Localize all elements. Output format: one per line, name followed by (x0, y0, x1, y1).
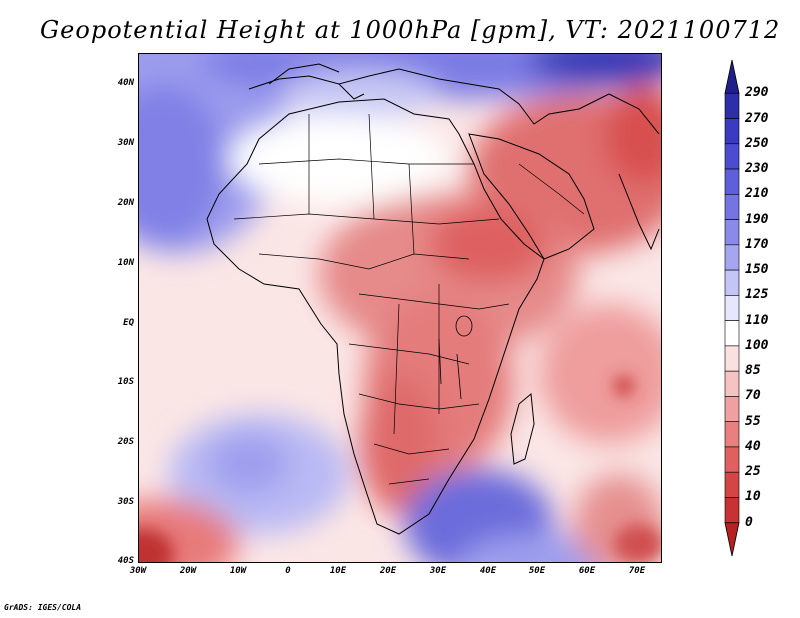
colorbar-label: 250 (745, 135, 769, 151)
colorbar-swatch (724, 269, 740, 296)
map-title: Geopotential Height at 1000hPa [gpm], VT… (40, 16, 781, 44)
credit-text: GrADS: IGES/COLA (4, 603, 82, 612)
lat-label-eq: EQ (123, 318, 134, 328)
colorbar-label: 40 (745, 438, 761, 454)
colorbar-label: 0 (745, 514, 753, 530)
lon-label-20e: 20E (379, 566, 397, 576)
lat-label-30s: 30S (117, 497, 134, 507)
lat-label-20s: 20S (117, 437, 134, 447)
lat-label-10s: 10S (117, 377, 134, 387)
lat-label-40s: 40S (117, 556, 134, 566)
colorbar-swatch (724, 118, 740, 145)
colorbar-swatch (724, 143, 740, 170)
colorbar-label: 125 (745, 287, 769, 303)
lon-label-70e: 70E (628, 566, 646, 576)
colorbar-swatch (724, 446, 740, 473)
colorbar-label: 230 (745, 161, 769, 177)
country-borders (233, 113, 585, 485)
colorbar-label: 210 (745, 186, 769, 202)
field-cores (139, 376, 661, 562)
colorbar-swatch (724, 92, 740, 119)
colorbar-top-arrow (724, 59, 740, 94)
colorbar-swatch (724, 295, 740, 321)
colorbar-label: 25 (745, 464, 761, 480)
colorbar (722, 58, 742, 562)
colorbar-label: 170 (745, 236, 769, 252)
colorbar-label: 110 (745, 312, 769, 328)
colorbar-label: 85 (745, 363, 761, 379)
colorbar-label: 10 (745, 489, 761, 505)
colorbar-swatch (724, 370, 740, 397)
lon-label-50e: 50E (528, 566, 546, 576)
colorbar-swatch (724, 244, 740, 271)
lat-label-10n: 10N (117, 258, 134, 268)
colorbar-swatch (724, 320, 740, 347)
lat-label-40n: 40N (117, 78, 134, 88)
coastlines (206, 63, 660, 535)
colorbar-bottom-arrow (724, 522, 740, 557)
lakes (438, 315, 473, 400)
colorbar-swatch (724, 219, 740, 246)
lat-label-20n: 20N (117, 198, 134, 208)
lon-label-10w: 10W (229, 566, 247, 576)
colorbar-swatch (724, 168, 740, 195)
colorbar-label: 100 (745, 337, 769, 353)
colorbar-swatch (724, 471, 740, 498)
lon-label-30e: 30E (429, 566, 447, 576)
lon-label-40e: 40E (479, 566, 497, 576)
colorbar-label: 270 (745, 110, 769, 126)
lat-label-30n: 30N (117, 138, 134, 148)
lon-label-10e: 10E (329, 566, 347, 576)
colorbar-swatch (724, 497, 740, 524)
lon-label-30w: 30W (129, 566, 147, 576)
map-plot (138, 53, 662, 563)
colorbar-svg (724, 59, 740, 557)
colorbar-swatch (724, 421, 740, 448)
heatmap-canvas (139, 54, 661, 562)
lon-label-20w: 20W (179, 566, 197, 576)
colorbar-swatch (724, 345, 740, 372)
colorbar-swatch (724, 396, 740, 422)
lon-label-0: 0 (285, 566, 291, 576)
colorbar-label: 70 (745, 388, 761, 404)
colorbar-swatch (724, 194, 740, 220)
colorbar-label: 190 (745, 211, 769, 227)
colorbar-label: 55 (745, 413, 761, 429)
colorbar-label: 150 (745, 262, 769, 278)
colorbar-label: 290 (745, 85, 769, 101)
lon-label-60e: 60E (578, 566, 596, 576)
